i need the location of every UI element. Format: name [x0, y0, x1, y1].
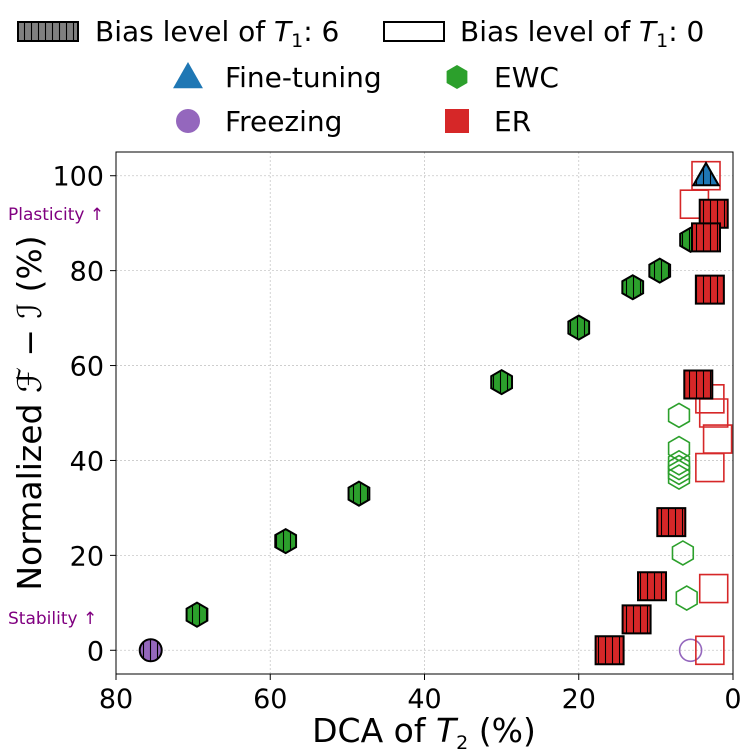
y-tick-label: 20 [70, 541, 104, 572]
y-axis-label-math: ℱ − ℐ [10, 303, 49, 393]
y-axis-label-text: Normalized [10, 393, 49, 591]
legend-er-label: ER [494, 105, 531, 138]
ewc-point-bias6-hatch [186, 602, 208, 627]
y-tick-label: 100 [52, 162, 104, 193]
legend-bias-empty-value: : 0 [668, 15, 704, 48]
legend-bias-empty-var: T [639, 15, 658, 48]
er-point-bias0 [695, 383, 725, 414]
legend-er-marker [445, 109, 469, 133]
legend-bias-empty-text: Bias level of [460, 15, 639, 48]
er-point-bias0 [695, 452, 725, 483]
legend-ewc-label: EWC [494, 61, 559, 94]
legend-bias-filled-value: : 6 [303, 15, 339, 48]
er-point-bias0 [698, 573, 729, 604]
y-tick-label: 60 [70, 352, 104, 383]
y-axis-label-unit: (%) [10, 235, 49, 303]
x-axis-label-var: T [436, 711, 459, 750]
er-point-bias6-hatch [699, 199, 728, 228]
ewc-point-bias0 [667, 402, 691, 429]
er-point-bias0 [695, 635, 725, 666]
freezing-point-bias6-hatch [139, 639, 162, 662]
ticks: 80 60 40 20 0 0 20 40 60 80 100 [52, 162, 741, 715]
legend: Bias level of T1: 6 Bias level of T1: 0 … [17, 15, 704, 138]
legend-freezing-label: Freezing [225, 105, 342, 138]
legend-bias-filled-hatch [18, 22, 78, 41]
points-bias0 [667, 160, 733, 666]
annotation-stability: Stability ↑ [8, 609, 97, 629]
points-bias6 [138, 161, 729, 666]
er-point-bias6-hatch [684, 370, 713, 399]
ewc-point-bias0 [667, 449, 691, 476]
legend-fine-tuning-label: Fine-tuning [225, 61, 382, 94]
ewc-point-bias6-hatch [491, 370, 513, 395]
er-point-bias0 [691, 160, 721, 191]
y-tick-label: 40 [70, 446, 104, 477]
legend-bias-empty-label: Bias level of T1: 0 [460, 15, 704, 52]
ewc-point-bias0 [667, 464, 691, 490]
legend-freezing-marker [176, 109, 200, 133]
ewc-point-bias6-hatch [649, 258, 671, 283]
er-point-bias6-hatch [638, 572, 667, 601]
x-axis-label: DCA of T2 (%) [312, 711, 536, 754]
plot-area: 80 60 40 20 0 0 20 40 60 80 100 [52, 151, 742, 715]
legend-bias-filled-text: Bias level of [95, 15, 274, 48]
x-axis-label-sub: 2 [456, 732, 468, 754]
y-tick-label: 80 [70, 257, 104, 288]
legend-ewc-marker [446, 65, 468, 89]
er-point-bias6-hatch [695, 275, 724, 304]
x-tick-label: 20 [562, 684, 596, 715]
y-axis-label: Normalized ℱ − ℐ (%) [10, 235, 49, 590]
ewc-point-bias6-hatch [622, 275, 644, 300]
ewc-point-bias6-hatch [275, 529, 297, 554]
ewc-point-bias6-hatch [348, 481, 370, 506]
er-point-bias0 [698, 398, 729, 428]
ewc-point-bias0 [667, 435, 691, 462]
legend-series: Fine-tuning Freezing EWC ER [173, 61, 559, 138]
legend-fine-tuning-marker [173, 62, 203, 89]
x-tick-label: 40 [407, 684, 441, 715]
ewc-point-bias0 [671, 540, 695, 566]
fine-tuning-point-bias6-hatch [693, 163, 719, 186]
ewc-point-bias0 [667, 459, 691, 486]
x-tick-label: 0 [724, 684, 741, 715]
legend-bias-filled-label: Bias level of T1: 6 [95, 15, 339, 52]
legend-bias-filled: Bias level of T1: 6 [17, 15, 339, 52]
er-point-bias0 [702, 424, 733, 454]
x-tick-label: 80 [99, 684, 133, 715]
legend-bias-empty-swatch [383, 21, 445, 42]
x-axis-label-unit: (%) [468, 711, 536, 750]
y-tick-label: 0 [87, 636, 104, 667]
er-point-bias6-hatch [595, 636, 624, 665]
legend-bias-filled-var: T [274, 15, 293, 48]
legend-bias-empty-sub: 1 [656, 30, 668, 52]
ewc-point-bias0 [667, 454, 691, 481]
x-axis-label-text: DCA of [312, 711, 436, 750]
er-point-bias6-hatch [622, 605, 651, 634]
er-point-bias6-hatch [657, 508, 686, 537]
x-tick-label: 60 [253, 684, 287, 715]
legend-bias-filled-sub: 1 [291, 30, 303, 52]
freezing-point-bias0 [678, 638, 703, 663]
er-point-bias6-hatch [692, 223, 721, 252]
annotation-plasticity: Plasticity ↑ [8, 205, 104, 225]
legend-bias-empty: Bias level of T1: 0 [383, 15, 704, 52]
ewc-point-bias6-hatch [568, 315, 590, 340]
ewc-point-bias0 [675, 585, 698, 611]
